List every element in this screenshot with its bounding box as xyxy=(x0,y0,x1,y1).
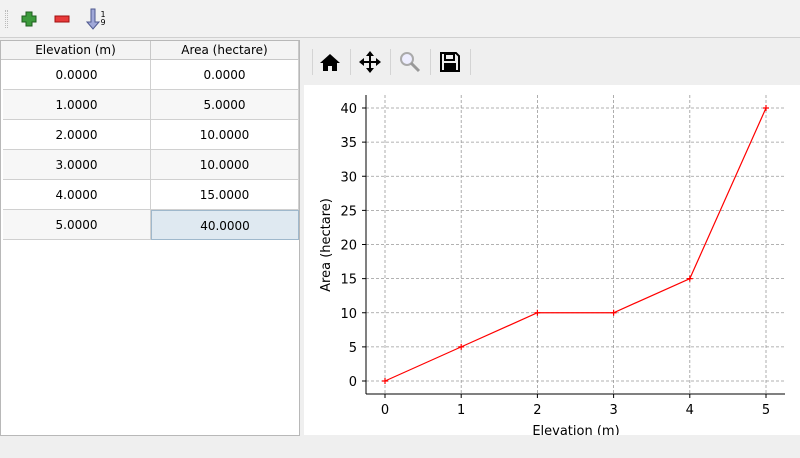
table-cell[interactable]: 10.0000 xyxy=(151,120,299,150)
data-point xyxy=(686,275,693,282)
column-header-area[interactable]: Area (hectare) xyxy=(151,41,299,60)
pan-icon xyxy=(359,51,381,73)
pan-button[interactable] xyxy=(355,47,385,77)
data-point xyxy=(382,378,388,384)
line-chart: 0 1 2 3 4 5 0 5 10 15 20 25 30 35 40 Elevation (m) Are… xyxy=(319,95,785,439)
sort-digit: 1 xyxy=(100,10,106,19)
table-cell[interactable]: 1.0000 xyxy=(3,90,151,120)
x-tick-label: 5 xyxy=(762,403,770,418)
table-cell[interactable]: 4.0000 xyxy=(3,180,151,210)
table-cell[interactable]: 0.0000 xyxy=(151,60,299,90)
zoom-button[interactable] xyxy=(395,47,425,77)
y-tick-label: 25 xyxy=(340,204,357,219)
data-table[interactable]: Elevation (m) Area (hectare) 0.0000 0.000… xyxy=(0,40,300,436)
x-tick-label: 3 xyxy=(609,403,617,418)
add-row-button[interactable] xyxy=(18,8,40,30)
zoom-icon xyxy=(400,52,421,73)
table-cell[interactable]: 40.0000 xyxy=(151,210,299,240)
x-tick-label: 0 xyxy=(381,403,389,418)
x-tick-label: 1 xyxy=(457,403,465,418)
data-point xyxy=(458,343,465,350)
table-cell[interactable]: 10.0000 xyxy=(151,150,299,180)
y-tick-label: 10 xyxy=(340,307,357,322)
home-icon xyxy=(320,54,340,71)
series-line xyxy=(384,107,767,382)
x-tick-label: 2 xyxy=(533,403,541,418)
x-tick-label: 4 xyxy=(686,403,694,418)
table-cell[interactable]: 0.0000 xyxy=(3,60,151,90)
save-button[interactable] xyxy=(435,47,465,77)
plot-canvas[interactable]: 0 1 2 3 4 5 0 5 10 15 20 25 30 35 40 Elevation (m) Are… xyxy=(304,85,800,439)
y-tick-label: 40 xyxy=(340,102,357,117)
y-tick-label: 0 xyxy=(349,375,357,390)
column-header-elevation[interactable]: Elevation (m) xyxy=(1,41,151,60)
data-point xyxy=(534,309,541,316)
table-cell[interactable]: 5.0000 xyxy=(3,210,151,240)
minus-icon xyxy=(54,15,70,23)
data-point xyxy=(610,309,617,316)
y-tick-label: 15 xyxy=(340,273,357,288)
save-icon xyxy=(440,52,460,72)
sort-digit: 9 xyxy=(100,18,106,27)
remove-row-button[interactable] xyxy=(51,8,73,30)
y-tick-label: 5 xyxy=(349,341,357,356)
toolbar-grip[interactable] xyxy=(5,10,8,28)
table-cell[interactable]: 3.0000 xyxy=(3,150,151,180)
y-tick-label: 35 xyxy=(340,136,357,151)
sort-ascending-icon xyxy=(86,8,101,30)
table-cell[interactable]: 15.0000 xyxy=(151,180,299,210)
y-tick-label: 20 xyxy=(340,239,357,254)
y-tick-label: 30 xyxy=(340,170,357,185)
data-point xyxy=(763,105,769,111)
x-axis-label: Elevation (m) xyxy=(532,424,619,435)
plot-toolbar xyxy=(304,40,800,85)
table-cell[interactable]: 2.0000 xyxy=(3,120,151,150)
home-button[interactable] xyxy=(315,47,345,77)
y-axis-label: Area (hectare) xyxy=(319,198,334,292)
plus-icon xyxy=(21,11,37,27)
table-cell[interactable]: 5.0000 xyxy=(151,90,299,120)
